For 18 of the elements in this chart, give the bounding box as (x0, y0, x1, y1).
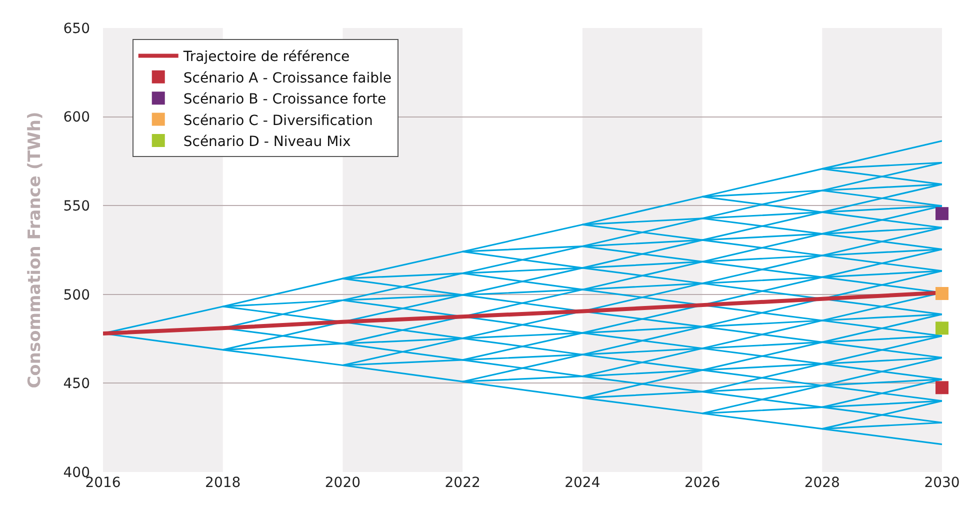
legend-label: Scénario C - Diversification (183, 112, 373, 129)
y-tick-label: 650 (63, 20, 90, 37)
y-tick-label: 600 (63, 110, 90, 126)
legend-label: Scénario D - Niveau Mix (183, 134, 351, 150)
x-tick-label: 2028 (804, 475, 840, 491)
x-tick-label: 2018 (205, 475, 241, 491)
y-tick-label: 550 (63, 198, 90, 214)
x-tick-label: 2024 (564, 475, 600, 491)
legend-label: Scénario B - Croissance forte (183, 92, 386, 108)
legend-label: Trajectoire de référence (182, 49, 350, 66)
x-tick-label: 2026 (684, 475, 720, 491)
legend-label: Scénario A - Croissance faible (183, 70, 392, 86)
x-tick-label: 2022 (444, 475, 480, 491)
x-tick-label: 2020 (324, 475, 361, 491)
y-axis-title: Consommation France (TWh) (24, 112, 45, 388)
x-tick-label: 2030 (924, 475, 960, 491)
y-tick-label: 500 (63, 287, 90, 304)
y-tick-label: 450 (63, 376, 90, 392)
